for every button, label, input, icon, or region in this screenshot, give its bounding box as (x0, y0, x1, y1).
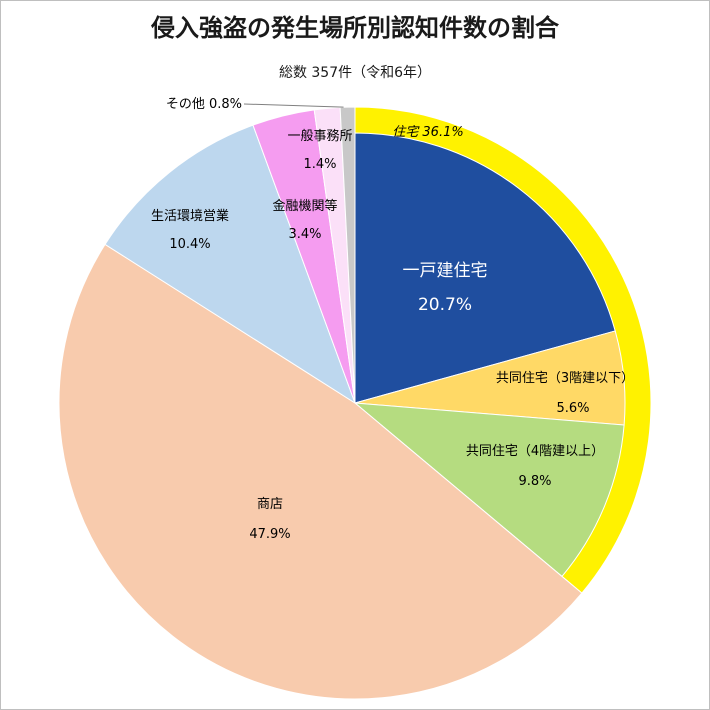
slice-value-label: 10.4% (169, 237, 210, 252)
slice-label: 一般事務所 (287, 128, 352, 144)
slice-value-label: 47.9% (249, 527, 290, 542)
pie-slice (58, 243, 583, 700)
slice-label: 生活環境営業 (151, 208, 229, 224)
slice-value-label: 1.4% (303, 157, 336, 172)
slice-label: その他 0.8% (166, 97, 242, 112)
slice-value-label: 20.7% (418, 295, 472, 315)
pie-slice (354, 132, 616, 404)
pie-slice (104, 124, 356, 405)
slice-label: 一戸建住宅 (403, 261, 488, 281)
chart-title: 侵入強盗の発生場所別認知件数の割合 (151, 14, 559, 42)
group-label: 住宅 36.1% (392, 124, 463, 140)
leader-line (243, 103, 344, 108)
slice-label: 共同住宅（4階建以上） (466, 444, 604, 459)
slice-value-label: 3.4% (288, 227, 321, 242)
slice-label: 共同住宅（3階建以下） (496, 371, 634, 386)
slice-label: 金融機関等 (272, 198, 337, 214)
slice-label: 商店 (257, 497, 283, 512)
chart-subtitle: 総数 357件（令和6年） (278, 65, 432, 81)
slice-value-label: 9.8% (518, 474, 551, 489)
slice-value-label: 5.6% (556, 401, 589, 416)
pie-slice (353, 402, 625, 578)
